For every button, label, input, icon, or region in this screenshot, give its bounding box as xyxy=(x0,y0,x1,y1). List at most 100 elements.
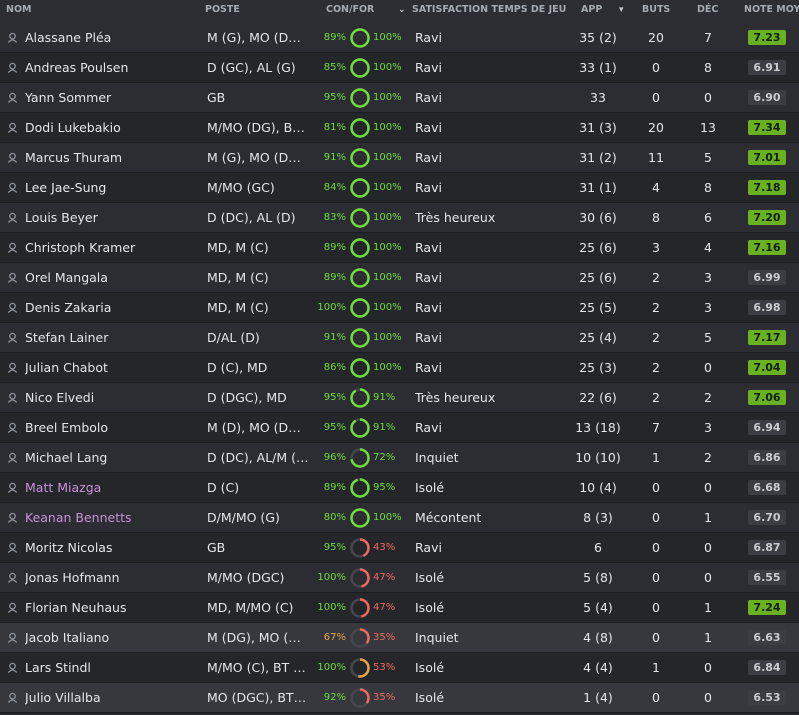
col-header-buts[interactable]: BUTS xyxy=(642,4,671,15)
player-name[interactable]: Julian Chabot xyxy=(25,360,108,375)
player-appearances: 10 (10) xyxy=(575,450,621,465)
table-row[interactable]: Julio Villalba MO (DGC), BT (... 92% 35% Iso… xyxy=(0,683,799,713)
player-appearances: 30 (6) xyxy=(579,210,617,225)
player-rating-cell: 6.68 xyxy=(748,473,790,503)
form-ring-arc xyxy=(350,268,370,288)
col-header-poste[interactable]: POSTE xyxy=(205,4,240,15)
col-header-satisfaction[interactable]: SATISFACTION TEMPS DE JEU xyxy=(412,4,567,15)
player-person-icon xyxy=(7,503,19,533)
table-row[interactable]: Michael Lang D (DC), AL/M (D) 96% 72% Inquie… xyxy=(0,443,799,473)
col-header-conf[interactable]: CON/FOR xyxy=(326,4,375,15)
player-form: 72% xyxy=(373,452,396,463)
player-rating-cell: 6.63 xyxy=(748,623,790,653)
form-ring-arc xyxy=(350,658,370,678)
table-row[interactable]: Christoph Kramer MD, M (C) 89% 100% Ravi 25 (… xyxy=(0,233,799,263)
player-name[interactable]: Florian Neuhaus xyxy=(25,600,127,615)
table-row[interactable]: Orel Mangala MD, M (C) 89% 100% Ravi 25 (6) 2 3… xyxy=(0,263,799,293)
player-condition: 100% xyxy=(317,302,346,313)
player-satisfaction: Mécontent xyxy=(415,510,482,525)
table-row[interactable]: Nico Elvedi D (DGC), MD 95% 91% Très heureux… xyxy=(0,383,799,413)
player-position: MO (DGC), BT (... xyxy=(207,690,309,705)
rating-badge: 7.24 xyxy=(748,600,786,615)
player-condition: 67% xyxy=(323,632,346,643)
table-row[interactable]: Louis Beyer D (DC), AL (D) 83% 100% Très heu… xyxy=(0,203,799,233)
table-row[interactable]: Florian Neuhaus MD, M/MO (C) 100% 47% Isolé 5… xyxy=(0,593,799,623)
player-name[interactable]: Yann Sommer xyxy=(25,90,112,105)
table-row[interactable]: Alassane Pléa M (G), MO (DG),... 89% 100% Ra… xyxy=(0,23,799,53)
col-header-dec[interactable]: DÉC xyxy=(697,4,719,15)
table-row[interactable]: Denis Zakaria MD, M (C) 100% 100% Ravi 25 (5)… xyxy=(0,293,799,323)
player-condition: 91% xyxy=(323,152,346,163)
player-goals: 3 xyxy=(652,240,660,255)
player-name[interactable]: Michael Lang xyxy=(25,450,108,465)
player-name[interactable]: Jacob Italiano xyxy=(25,630,110,645)
table-row[interactable]: Keanan Bennetts D/M/MO (G) 80% 100% Méconten… xyxy=(0,503,799,533)
form-ring-icon xyxy=(349,443,373,473)
col-header-nom[interactable]: NOM xyxy=(6,4,32,15)
table-row[interactable]: Lars Stindl M/MO (C), BT (... 100% 53% Isolé… xyxy=(0,653,799,683)
player-rating-cell: 6.86 xyxy=(748,443,790,473)
table-row[interactable]: Andreas Poulsen D (GC), AL (G) 85% 100% Ravi… xyxy=(0,53,799,83)
player-name[interactable]: Orel Mangala xyxy=(25,270,108,285)
table-row[interactable]: Moritz Nicolas GB 95% 43% Ravi 6 0 0 6.87 xyxy=(0,533,799,563)
rating-badge: 6.90 xyxy=(748,90,786,105)
player-goals: 20 xyxy=(648,120,664,135)
player-satisfaction: Isolé xyxy=(415,660,445,675)
player-name[interactable]: Alassane Pléa xyxy=(25,30,112,45)
form-ring-arc xyxy=(350,388,370,408)
player-rating-cell: 7.04 xyxy=(748,353,790,383)
table-header: NOM POSTE CON/FOR ⌄ SATISFACTION TEMPS D… xyxy=(0,0,799,23)
table-row[interactable]: Jacob Italiano M (DG), MO (D... 67% 35% Inqu… xyxy=(0,623,799,653)
form-ring-arc xyxy=(350,148,370,168)
player-assists: 13 xyxy=(700,120,716,135)
player-name[interactable]: Dodi Lukebakio xyxy=(25,120,121,135)
player-form: 100% xyxy=(373,302,402,313)
player-name[interactable]: Louis Beyer xyxy=(25,210,98,225)
sort-desc-icon[interactable]: ▾ xyxy=(619,5,624,15)
table-row[interactable]: Jonas Hofmann M/MO (DGC) 100% 47% Isolé 5 (8)… xyxy=(0,563,799,593)
player-name[interactable]: Andreas Poulsen xyxy=(25,60,129,75)
player-name[interactable]: Stefan Lainer xyxy=(25,330,109,345)
player-name[interactable]: Lee Jae-Sung xyxy=(25,180,107,195)
player-form: 100% xyxy=(373,62,402,73)
sort-arrow-icon[interactable]: ⌄ xyxy=(398,5,406,15)
form-ring-icon xyxy=(349,383,373,413)
player-name[interactable]: Moritz Nicolas xyxy=(25,540,113,555)
player-form: 100% xyxy=(373,182,402,193)
table-row[interactable]: Matt Miazga D (C) 89% 95% Isolé 10 (4) 0 0 6.68 xyxy=(0,473,799,503)
col-header-note[interactable]: NOTE MOY xyxy=(744,4,799,15)
player-rating-cell: 6.98 xyxy=(748,293,790,323)
table-row[interactable]: Marcus Thuram M (G), MO (DG),... 91% 100% Ra… xyxy=(0,143,799,173)
player-name[interactable]: Denis Zakaria xyxy=(25,300,112,315)
player-name[interactable]: Marcus Thuram xyxy=(25,150,123,165)
table-row[interactable]: Julian Chabot D (C), MD 86% 100% Ravi 25 (3) 2… xyxy=(0,353,799,383)
player-form: 35% xyxy=(373,692,396,703)
table-row[interactable]: Stefan Lainer D/AL (D) 91% 100% Ravi 25 (4) 2 5… xyxy=(0,323,799,353)
player-name[interactable]: Christoph Kramer xyxy=(25,240,136,255)
player-name[interactable]: Lars Stindl xyxy=(25,660,91,675)
table-row[interactable]: Dodi Lukebakio M/MO (DG), BT... 81% 100% Rav… xyxy=(0,113,799,143)
player-name[interactable]: Keanan Bennetts xyxy=(25,510,132,525)
form-ring-icon xyxy=(349,563,373,593)
player-assists: 1 xyxy=(704,510,712,525)
table-row[interactable]: Breel Embolo M (D), MO (DG... 95% 91% Ravi 13… xyxy=(0,413,799,443)
player-person-icon xyxy=(7,263,19,293)
col-header-app[interactable]: APP xyxy=(581,4,603,15)
player-form: 95% xyxy=(373,482,396,493)
player-name[interactable]: Julio Villalba xyxy=(25,690,101,705)
player-name[interactable]: Jonas Hofmann xyxy=(25,570,120,585)
table-row[interactable]: Yann Sommer GB 95% 100% Ravi 33 0 0 6.90 xyxy=(0,83,799,113)
table-row[interactable]: Lee Jae-Sung M/MO (GC) 84% 100% Ravi 31 (1) 4 8… xyxy=(0,173,799,203)
player-rating-cell: 6.99 xyxy=(748,263,790,293)
player-name[interactable]: Matt Miazga xyxy=(25,480,102,495)
player-rating-cell: 6.90 xyxy=(748,83,790,113)
rating-badge: 6.53 xyxy=(748,690,786,705)
player-name[interactable]: Nico Elvedi xyxy=(25,390,95,405)
form-ring-arc xyxy=(350,598,370,618)
player-person-icon xyxy=(7,143,19,173)
form-ring-icon xyxy=(349,503,373,533)
player-assists: 0 xyxy=(704,690,712,705)
player-name[interactable]: Breel Embolo xyxy=(25,420,109,435)
player-form: 100% xyxy=(373,512,402,523)
player-form: 47% xyxy=(373,602,396,613)
